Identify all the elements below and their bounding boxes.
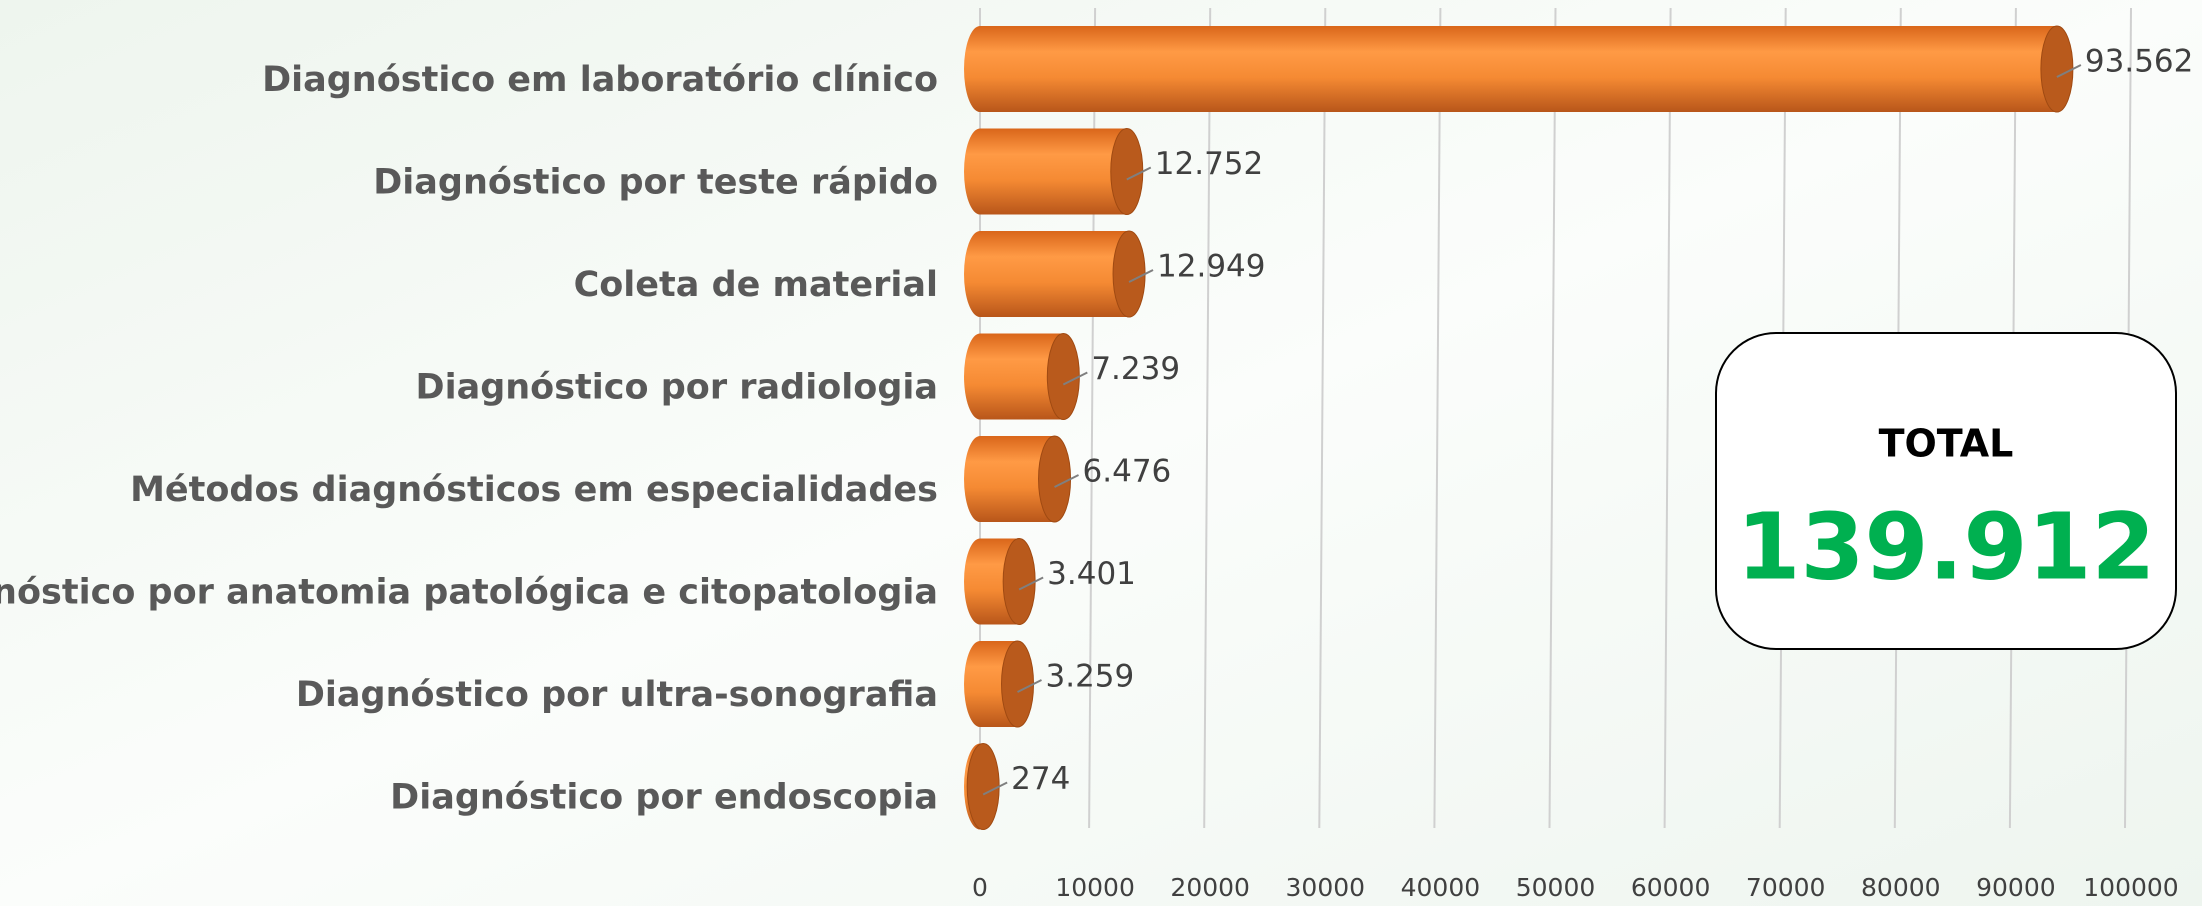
leader-line (1054, 474, 1079, 488)
x-tick-label: 100000 (2083, 873, 2178, 902)
leader-line (1126, 166, 1152, 181)
bar-cap (1002, 538, 1036, 625)
leader-line (982, 781, 1008, 796)
bar (964, 231, 1146, 317)
bar (964, 26, 2073, 112)
bar-cap (1038, 435, 1072, 523)
category-label: Diagnóstico por anatomia patológica e ci… (0, 573, 938, 613)
x-tick-label: 90000 (1976, 873, 2056, 902)
category-label: Coleta de material (574, 265, 938, 305)
value-label: 6.476 (1083, 454, 1172, 490)
x-tick-label: 30000 (1286, 873, 1366, 902)
x-tick-label: 0 (972, 873, 988, 902)
x-tick-label: 60000 (1631, 873, 1711, 902)
bar-cap (1001, 640, 1035, 728)
bar-cap (1046, 333, 1080, 420)
grid-line (1548, 7, 1557, 829)
bar-cap (1110, 128, 1144, 215)
category-label: Diagnóstico por radiologia (416, 368, 938, 408)
value-label: 3.401 (1047, 556, 1136, 592)
leader-line (1017, 679, 1042, 693)
total-box (1715, 332, 2177, 650)
total-label: TOTAL (1879, 422, 2014, 466)
value-label: 12.752 (1155, 146, 1263, 182)
x-tick-label: 50000 (1516, 873, 1596, 902)
grid-line (1318, 7, 1327, 829)
x-tick-label: 10000 (1055, 873, 1135, 902)
leader-line (1128, 269, 1154, 283)
value-label: 3.259 (1046, 659, 1135, 695)
grid-line (1203, 7, 1212, 829)
plot: 0 10000 20000 30000 40000 50000 60000 70000 8000… (0, 7, 2193, 902)
bar-cap (966, 743, 1000, 830)
grid-line (1433, 7, 1442, 829)
category-label: Diagnóstico em laboratório clínico (262, 60, 938, 100)
grid-line (1663, 7, 1672, 829)
value-label: 274 (1011, 761, 1070, 797)
total-value: 139.912 (1736, 493, 2155, 600)
leader-line (1018, 576, 1044, 591)
bar-cap (2040, 25, 2074, 113)
x-tick-label: 70000 (1746, 873, 1826, 902)
x-tick-label: 40000 (1401, 873, 1481, 902)
bar-cap (1112, 230, 1146, 318)
leader-line (2056, 64, 2082, 78)
value-label: 7.239 (1091, 351, 1180, 387)
category-label: Diagnóstico por endoscopia (390, 778, 938, 818)
value-label: 93.562 (2085, 44, 2193, 80)
category-label: Diagnóstico por teste rápido (373, 163, 938, 203)
x-tick-label: 20000 (1170, 873, 1250, 902)
bar (964, 128, 1143, 215)
value-label: 12.949 (1157, 249, 1265, 285)
leader-line (1062, 371, 1088, 386)
category-label: Métodos diagnósticos em especialidades (130, 470, 938, 510)
x-tick-label: 80000 (1861, 873, 1941, 902)
category-label: Diagnóstico por ultra-sonografia (296, 675, 938, 715)
